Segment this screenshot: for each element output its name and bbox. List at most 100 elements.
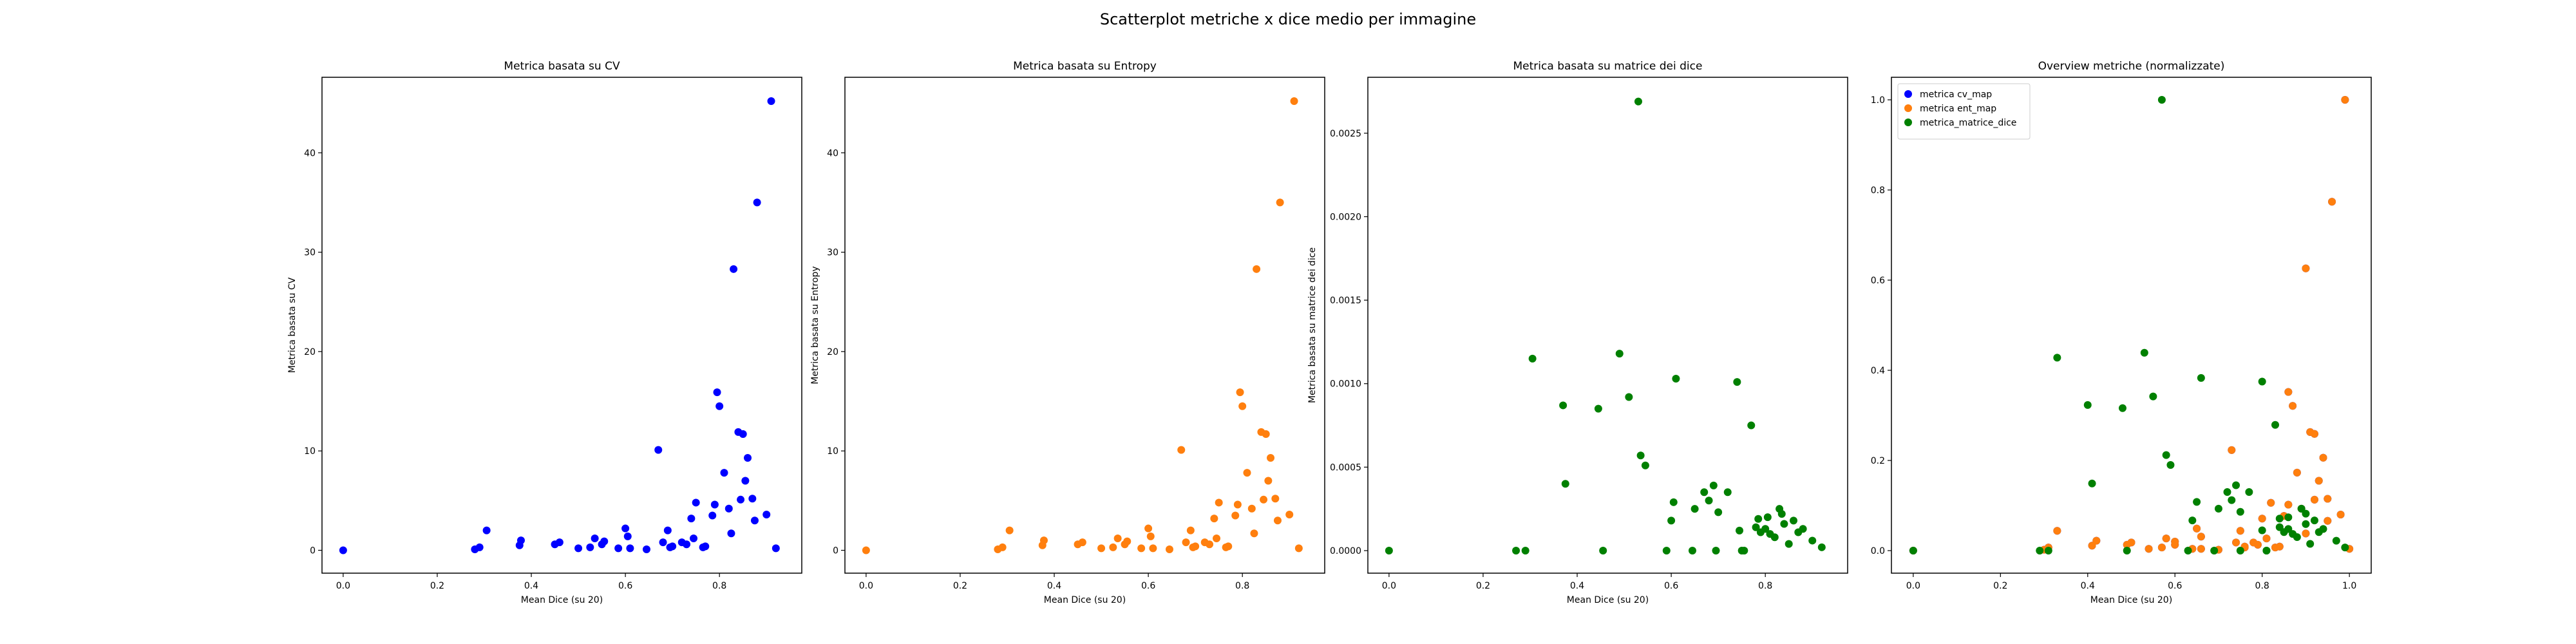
- data-point: [2193, 524, 2201, 533]
- data-point: [1165, 545, 1173, 553]
- data-point: [2044, 547, 2052, 554]
- data-point: [1078, 538, 1086, 547]
- data-point: [692, 498, 700, 507]
- data-point: [1182, 538, 1190, 547]
- legend-label: metrica cv_map: [1920, 90, 1992, 100]
- data-point: [737, 495, 745, 504]
- data-point: [1238, 402, 1247, 410]
- data-point: [1672, 374, 1680, 383]
- data-point: [1186, 526, 1195, 535]
- data-point: [1109, 543, 1117, 551]
- data-point: [1262, 430, 1270, 438]
- x-tick-label: 0.0: [336, 581, 350, 591]
- data-point: [1215, 498, 1223, 507]
- data-point: [1761, 525, 1770, 533]
- data-point: [2310, 430, 2318, 438]
- data-point: [591, 534, 599, 542]
- data-point: [2319, 453, 2327, 462]
- data-point: [2275, 523, 2284, 531]
- data-point: [2262, 547, 2271, 554]
- y-tick-label: 0.4: [1871, 366, 1885, 376]
- data-point: [2245, 488, 2253, 496]
- data-point: [2267, 498, 2275, 507]
- data-point: [2140, 348, 2148, 357]
- x-tick-label: 0.6: [1664, 581, 1678, 591]
- data-point: [1785, 540, 1793, 548]
- series-1: [339, 97, 780, 554]
- data-point: [574, 544, 583, 553]
- data-point: [2302, 264, 2310, 272]
- data-point: [1233, 500, 1242, 509]
- data-point: [708, 511, 717, 520]
- x-axis-label: Mean Dice (su 20): [521, 595, 603, 605]
- data-point: [1253, 265, 1261, 273]
- y-tick-label: 1.0: [1871, 95, 1885, 106]
- data-point: [2258, 526, 2266, 535]
- data-point: [2306, 540, 2315, 548]
- data-point: [2258, 515, 2266, 523]
- data-point: [2162, 451, 2170, 459]
- subplot-title: Metrica basata su Entropy: [1013, 60, 1157, 73]
- y-axis-label: Metrica basata su Entropy: [810, 266, 820, 384]
- data-point: [1559, 401, 1567, 410]
- data-point: [767, 97, 775, 106]
- data-point: [1712, 547, 1720, 554]
- legend-marker: [1904, 118, 1912, 126]
- data-point: [2236, 547, 2244, 554]
- plot-frame: [1367, 77, 1848, 574]
- data-point: [1177, 446, 1186, 454]
- legend-marker: [1904, 90, 1912, 98]
- subplot-3: Metrica basata su matrice dei dice 0.0 0.2…: [1307, 60, 1848, 605]
- data-point: [713, 388, 721, 397]
- subplot-title: Metrica basata su CV: [504, 60, 620, 73]
- subplots: Metrica basata su CV 0.0 0.2 0.4 0.6 0.8 0 10 20…: [287, 60, 2372, 605]
- data-point: [1267, 454, 1275, 462]
- x-tick-label: 0.8: [712, 581, 726, 591]
- x-axis-label: Mean Dice (su 20): [1567, 595, 1649, 605]
- legend-box: [1897, 83, 2031, 140]
- y-tick-label: 0.0025: [1330, 129, 1361, 139]
- x-tick-label: 0.8: [1235, 581, 1249, 591]
- data-point: [1137, 544, 1146, 553]
- data-point: [1290, 97, 1298, 106]
- data-point: [2315, 477, 2323, 485]
- data-point: [1770, 533, 1779, 542]
- y-tick-label: 0: [310, 546, 316, 556]
- data-point: [750, 516, 759, 525]
- data-point: [2275, 515, 2284, 523]
- data-point: [2284, 513, 2293, 522]
- data-point: [1733, 378, 1741, 386]
- data-point: [2332, 536, 2340, 545]
- data-point: [668, 542, 677, 551]
- data-point: [1039, 536, 1048, 545]
- data-point: [2284, 525, 2293, 533]
- data-point: [1231, 511, 1240, 520]
- data-point: [1625, 393, 1633, 401]
- data-point: [687, 515, 696, 523]
- y-tick-label: 0.8: [1871, 185, 1885, 196]
- data-point: [701, 542, 710, 551]
- data-point: [2341, 544, 2349, 552]
- figure-title: Scatterplot metriche x dice medio per im…: [1100, 10, 1476, 28]
- data-point: [1236, 388, 1244, 397]
- data-point: [1667, 516, 1676, 525]
- data-point: [2188, 516, 2197, 525]
- x-tick-label: 0.8: [2255, 581, 2269, 591]
- data-point: [1247, 504, 1256, 513]
- data-point: [2171, 538, 2179, 545]
- data-point: [1740, 547, 1748, 554]
- data-point: [1191, 542, 1200, 551]
- data-point: [1294, 544, 1303, 553]
- data-point: [2341, 96, 2349, 104]
- data-point: [2088, 479, 2096, 488]
- data-point: [1264, 477, 1273, 485]
- x-tick-label: 0.0: [1906, 581, 1920, 591]
- data-point: [1808, 536, 1817, 545]
- data-point: [2193, 498, 2201, 506]
- data-point: [1777, 509, 1786, 518]
- data-point: [2127, 538, 2136, 547]
- data-point: [663, 526, 672, 535]
